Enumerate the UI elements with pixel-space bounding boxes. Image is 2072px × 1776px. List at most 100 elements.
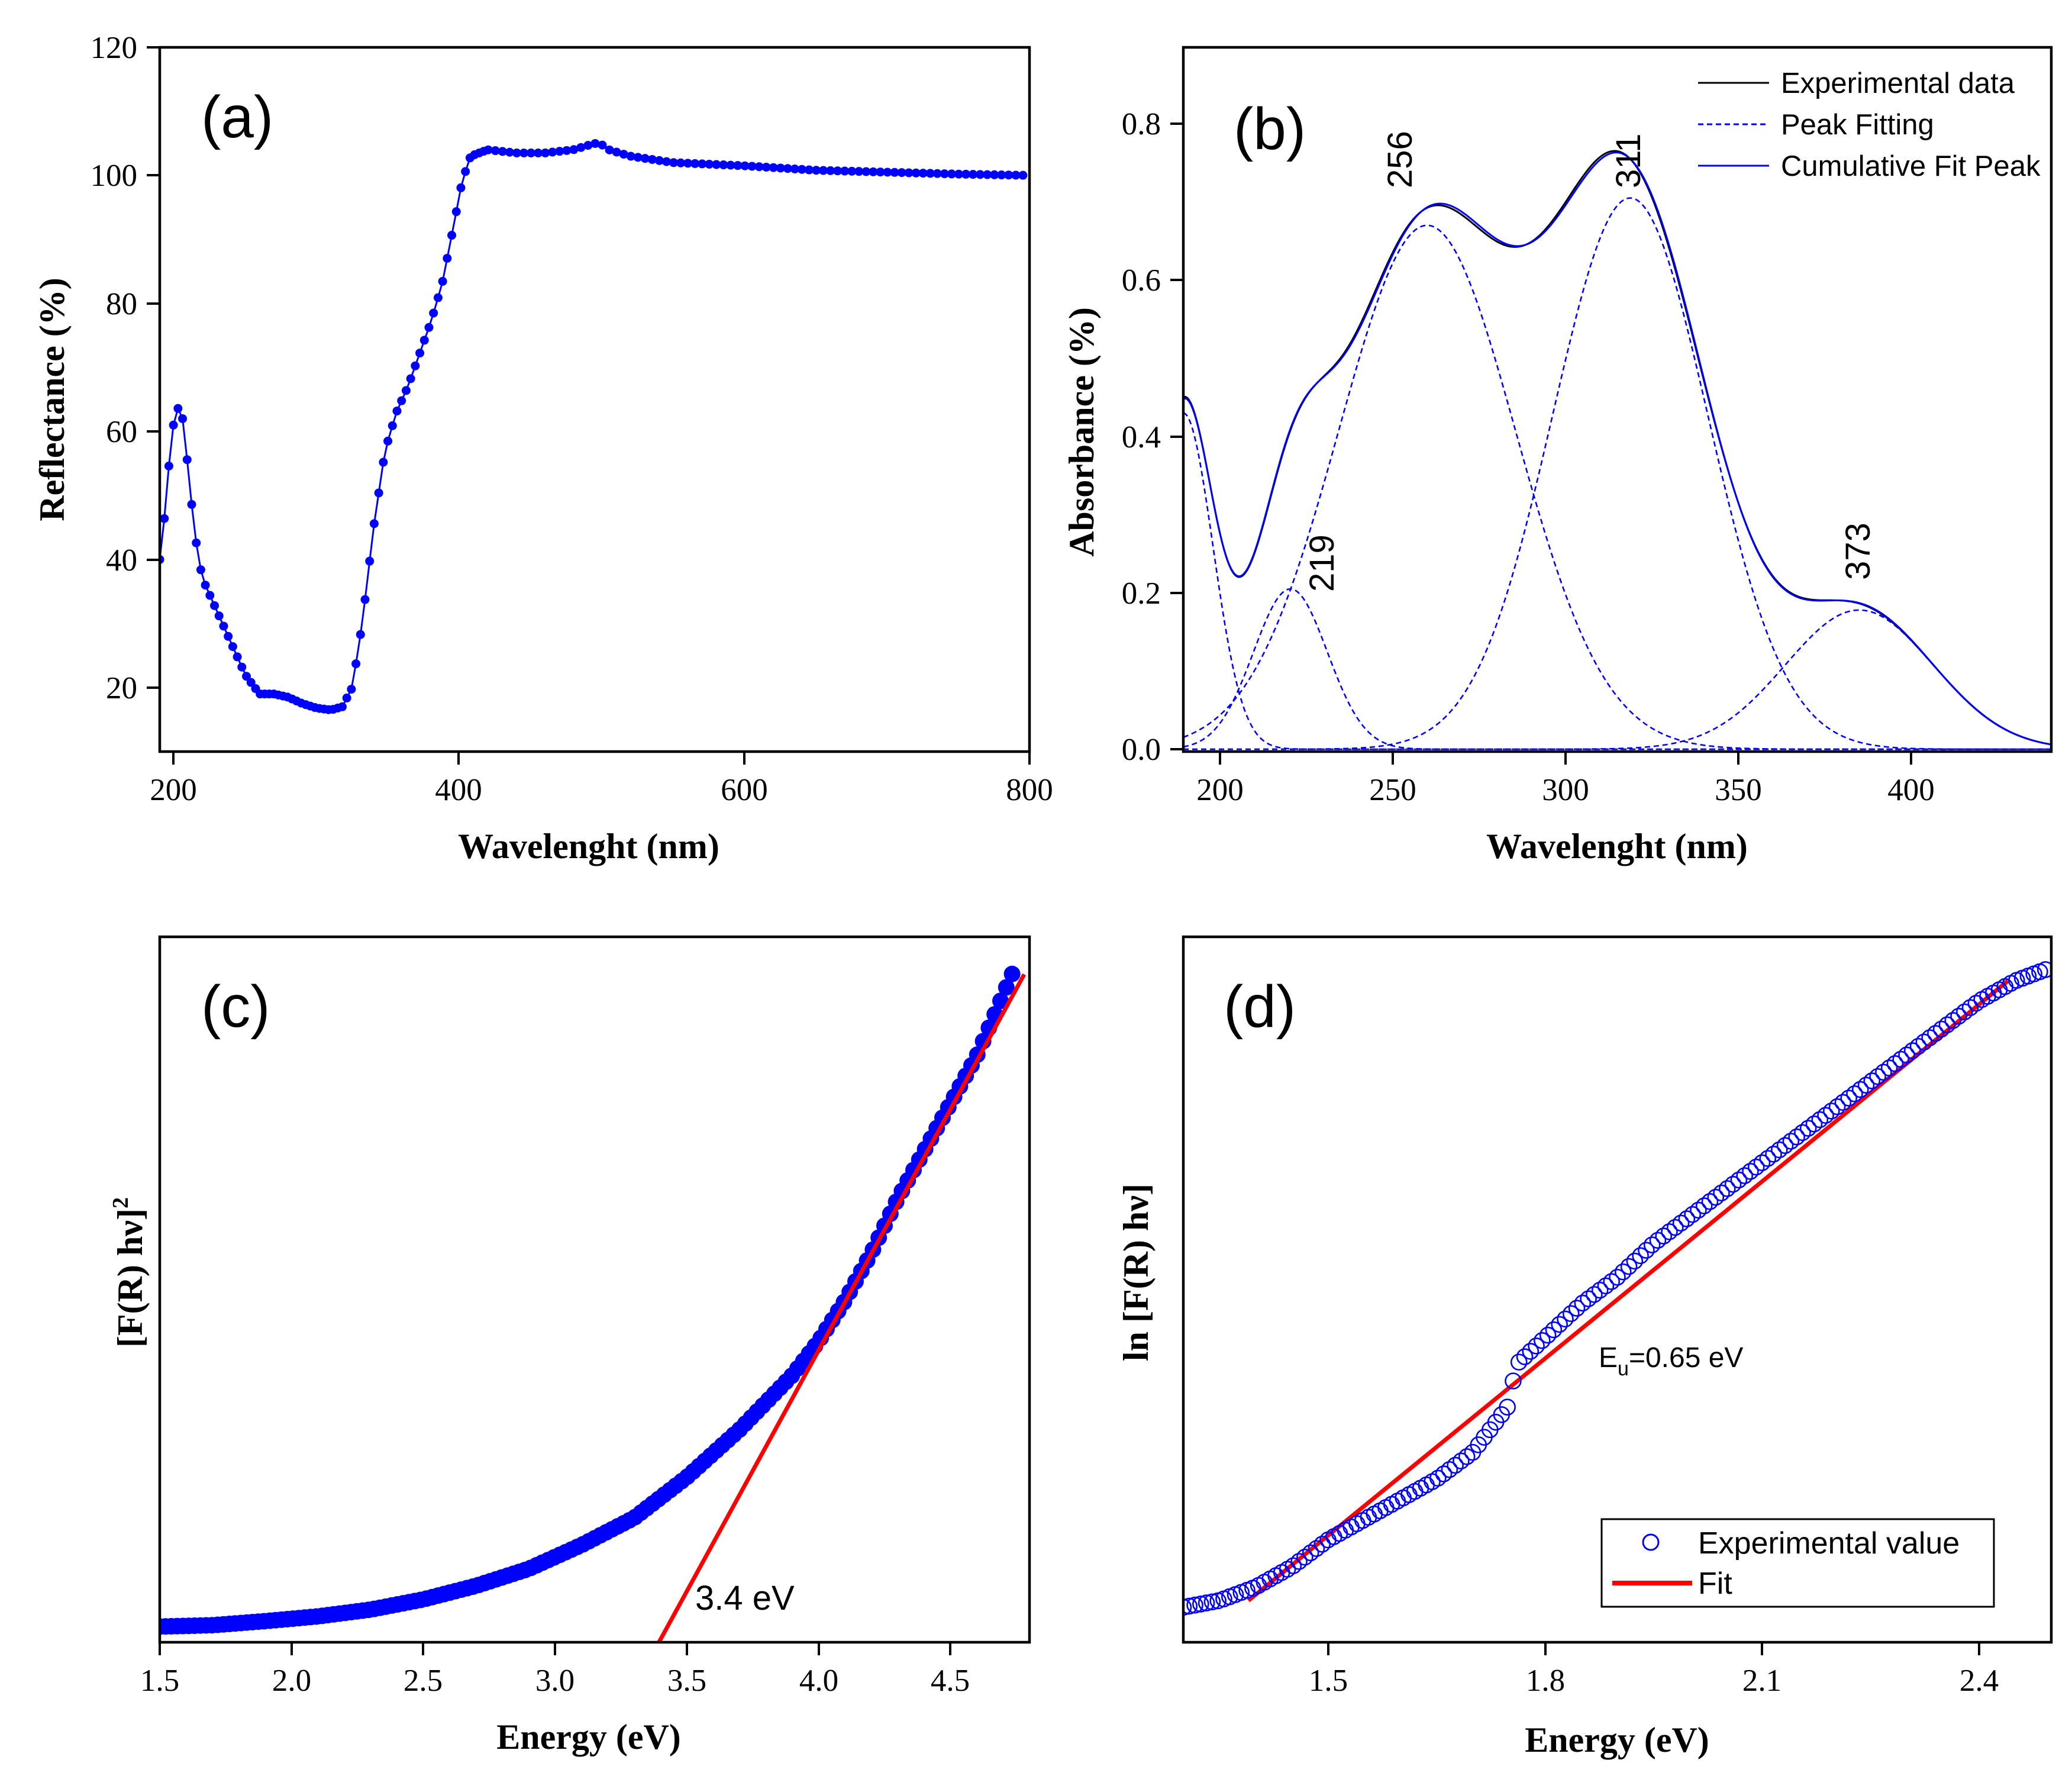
panel-a-data-point (790, 164, 799, 173)
panel-d-data-point (1828, 1098, 1846, 1116)
panel-a-data-point (392, 406, 402, 415)
panel-a-data-point (726, 160, 735, 170)
panel-d-data-point (1944, 1012, 1962, 1029)
panel-a-ytick-label: 120 (91, 31, 138, 65)
panel-a-data-point (811, 166, 821, 175)
panel-a-data-point (369, 519, 379, 528)
panel-b: 200 250 300 350 400 0.0 0.2 0.4 0.6 0.8 … (1062, 46, 2053, 866)
panel-a-data-point (925, 169, 935, 178)
panel-d-data-point (1447, 1456, 1464, 1474)
panel-d-data-point (1545, 1321, 1563, 1339)
panel-a-data-point (754, 162, 764, 172)
panel-a-data-point (847, 166, 857, 176)
panel-b-xtick-label: 300 (1542, 773, 1589, 807)
panel-c-xtick-label: 1.5 (140, 1664, 179, 1698)
panel-d-data-point (1580, 1290, 1597, 1307)
panel-c-y-axis-label-main: [F(R) hν] (111, 1208, 150, 1348)
panel-d-x-ticks: 1.5 1.8 2.1 2.4 (1309, 1642, 1999, 1698)
urbach-annot-prefix: E (1599, 1342, 1618, 1374)
panel-a-data-point (490, 146, 500, 156)
panel-a-data-point (383, 436, 393, 446)
panel-d-data-point (1730, 1171, 1748, 1189)
panel-a-data-point (342, 693, 351, 702)
panel-d-data-point (1183, 1598, 1192, 1616)
panel-a-ytick-label: 80 (106, 287, 137, 321)
panel-a-data-point (654, 156, 664, 165)
panel-d-data-point (1956, 1003, 1973, 1021)
panel-a-data-point (576, 143, 586, 152)
panel-c-data-point (1003, 965, 1021, 982)
panel-a-data-point (776, 163, 785, 173)
panel-a-data-point (612, 147, 621, 157)
panel-b-x-axis-label: Wavelenght (nm) (1486, 827, 1748, 866)
panel-d-data-point (1713, 1184, 1730, 1202)
panel-a-data-point (461, 167, 470, 176)
panel-c-data-point (992, 992, 1009, 1010)
panel-a-data-point (583, 141, 593, 150)
panel-a-data-point (797, 165, 806, 174)
panel-d-data-point (1643, 1236, 1661, 1253)
panel-d-data-point (1869, 1068, 1886, 1085)
panel-a-data-point (562, 146, 572, 155)
panel-a-data-point (527, 149, 536, 157)
panel-b-xtick-label: 200 (1196, 773, 1244, 807)
panel-d-data-point (1638, 1242, 1655, 1259)
panel-d-data-point (1603, 1273, 1621, 1290)
panel-d-data-point (1192, 1596, 1209, 1613)
panel-d-data-point (1759, 1150, 1777, 1167)
panel-a-data-point (443, 253, 452, 263)
panel-a-data-point (214, 611, 224, 621)
panel-a-data-point (619, 150, 628, 159)
panel-c-y-axis-label-group: [F(R) hν]2 (108, 1197, 150, 1348)
panel-b-xtick-label: 350 (1715, 773, 1762, 807)
panel-d-data-point (1632, 1247, 1649, 1265)
panel-a-data-point (633, 153, 643, 162)
panel-a-data-point (1018, 170, 1028, 180)
panel-d-data-point (1886, 1055, 1904, 1072)
panel-c-frame (158, 935, 1031, 1644)
panel-a-data-point (676, 158, 686, 167)
panel-a-data-point (854, 167, 864, 176)
panel-d-data-point (1458, 1448, 1476, 1465)
panel-a-data-point (1011, 170, 1021, 180)
panel-d-data-point (1383, 1495, 1400, 1513)
panel-a-data-point (187, 499, 196, 509)
panel-a-data-point (947, 169, 956, 179)
panel-d-data-point (1534, 1332, 1551, 1349)
panel-a-data-point (661, 157, 671, 166)
panel-a-data-point (505, 147, 514, 157)
panel-d-data-point (1296, 1548, 1313, 1566)
panel-a-data-point (819, 166, 828, 175)
panel-d-data-point (1794, 1124, 1811, 1142)
panel-a-data-point (990, 170, 999, 179)
panel-a-data-point (201, 581, 210, 590)
panel-a-data-point (690, 159, 700, 168)
panel-d-data-point (1586, 1286, 1603, 1303)
panel-b-ytick-label: 0.6 (1122, 263, 1161, 298)
panel-d-data-point (1875, 1063, 1892, 1081)
panel-d-data-point (1817, 1107, 1834, 1124)
panel-a-data-point (918, 169, 928, 178)
panel-d-data-point (1395, 1489, 1412, 1507)
panel-a-data-point (1004, 170, 1014, 180)
legend-marker-experimental-value (1642, 1533, 1660, 1551)
panel-d-data-point (1418, 1476, 1435, 1494)
panel-d-data-point (1366, 1506, 1383, 1523)
panel-d-data-point (1742, 1163, 1759, 1180)
panel-b-y-ticks: 0.0 0.2 0.4 0.6 0.8 (1122, 107, 1183, 767)
panel-a-data-point (438, 276, 447, 286)
panel-a-data-point (733, 161, 743, 170)
panel-d-data-point (1528, 1337, 1545, 1355)
panel-d-data-point (1348, 1515, 1366, 1533)
panel-a-data-point (712, 160, 721, 169)
legend-label-fit: Fit (1698, 1567, 1732, 1601)
panel-d-data-point (1950, 1007, 1967, 1025)
panel-d-data-point (1927, 1024, 1944, 1042)
panel-d-data-point (1406, 1482, 1424, 1500)
panel-d-data-point (1313, 1536, 1331, 1553)
panel-d-data-point (1302, 1544, 1319, 1562)
panel-d-data-point (1609, 1268, 1626, 1286)
panel-a-data-point (483, 145, 493, 154)
panel-a-plot (160, 138, 1028, 714)
panel-d-data-point (1591, 1281, 1609, 1299)
